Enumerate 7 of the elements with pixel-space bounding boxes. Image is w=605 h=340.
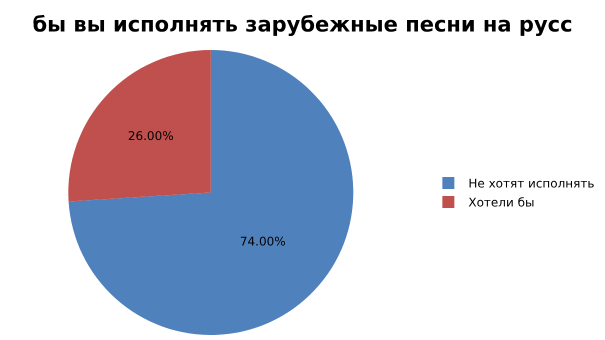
legend-label: Не хотят исполнять	[468, 176, 594, 191]
pie-slice	[68, 50, 211, 202]
data-label: 26.00%	[128, 129, 174, 144]
data-label: 74.00%	[240, 234, 286, 248]
chart-title: бы вы исполнять зарубежные песни на русс	[32, 12, 573, 37]
legend-label: Хотели бы	[468, 196, 534, 210]
pie-slice	[68, 50, 354, 335]
